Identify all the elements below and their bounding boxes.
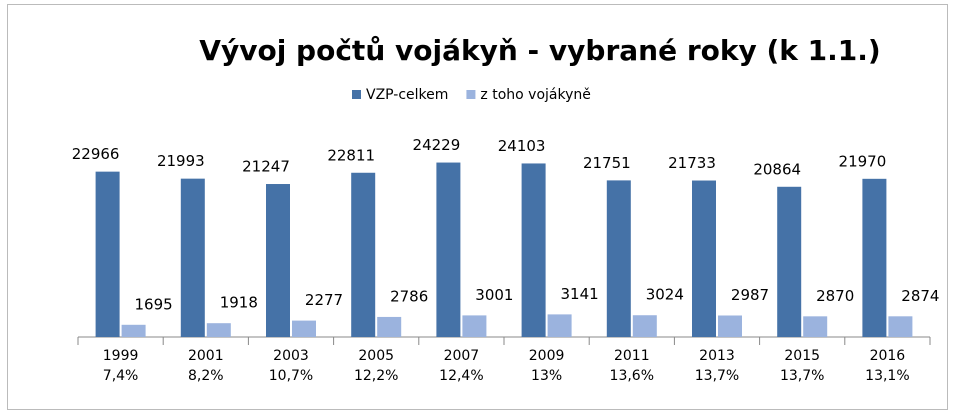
data-label: 3141 bbox=[561, 285, 599, 303]
bar bbox=[521, 163, 546, 337]
x-tick-label: 2005 bbox=[358, 348, 394, 364]
bar bbox=[692, 180, 716, 337]
data-label: 3001 bbox=[475, 286, 513, 304]
data-label: 21751 bbox=[583, 154, 631, 172]
x-tick-label: 2011 bbox=[614, 348, 650, 364]
data-label: 2277 bbox=[305, 291, 343, 309]
data-label: 22966 bbox=[72, 145, 120, 163]
data-label: 24103 bbox=[498, 137, 546, 155]
legend-label: VZP-celkem bbox=[366, 87, 448, 103]
data-label: 21993 bbox=[157, 152, 205, 170]
data-label: 20864 bbox=[753, 160, 801, 178]
data-label: 24229 bbox=[413, 136, 461, 154]
x-tick-label: 2003 bbox=[273, 348, 309, 364]
bar bbox=[862, 178, 887, 337]
x-tick-label: 2015 bbox=[784, 348, 820, 364]
data-label: 2874 bbox=[901, 287, 939, 305]
x-tick-note: 7,4% bbox=[103, 368, 139, 384]
bar bbox=[803, 316, 828, 337]
x-tick-note: 13% bbox=[531, 368, 562, 384]
bar bbox=[95, 171, 120, 337]
chart-title: Vývoj počtů vojákyň - vybrané roky (k 1.… bbox=[199, 34, 880, 67]
bar bbox=[632, 315, 657, 337]
x-tick-note: 13,1% bbox=[865, 368, 909, 384]
bar bbox=[377, 316, 402, 337]
legend-swatch bbox=[352, 90, 361, 99]
data-label: 1695 bbox=[135, 295, 173, 313]
x-tick-note: 8,2% bbox=[188, 368, 224, 384]
bar bbox=[206, 323, 231, 337]
x-tick-label: 2016 bbox=[870, 348, 906, 364]
bar bbox=[547, 314, 572, 337]
x-tick-label: 2007 bbox=[444, 348, 480, 364]
bar bbox=[606, 180, 631, 337]
x-tick-note: 12,4% bbox=[439, 368, 483, 384]
bar bbox=[180, 178, 205, 337]
bar bbox=[351, 172, 376, 337]
x-tick-label: 2001 bbox=[188, 348, 224, 364]
data-label: 21970 bbox=[839, 152, 887, 170]
bar bbox=[121, 324, 146, 337]
data-label: 2870 bbox=[816, 287, 854, 305]
x-tick-label: 2009 bbox=[529, 348, 565, 364]
x-tick-note: 12,2% bbox=[354, 368, 398, 384]
data-label: 21247 bbox=[242, 158, 290, 176]
data-label: 2987 bbox=[731, 286, 769, 304]
x-tick-note: 13,6% bbox=[610, 368, 654, 384]
legend-swatch bbox=[466, 90, 476, 99]
bar bbox=[292, 320, 316, 337]
bar bbox=[462, 315, 487, 337]
data-label: 21733 bbox=[668, 154, 716, 172]
legend-label: z toho vojákyně bbox=[480, 87, 590, 103]
bar bbox=[436, 162, 461, 337]
bar bbox=[777, 186, 802, 337]
x-tick-note: 13,7% bbox=[695, 368, 739, 384]
x-tick-label: 1999 bbox=[103, 348, 139, 364]
bar bbox=[888, 316, 913, 337]
data-label: 3024 bbox=[646, 286, 684, 304]
data-label: 1918 bbox=[220, 294, 258, 312]
x-tick-note: 13,7% bbox=[780, 368, 824, 384]
bar bbox=[718, 315, 742, 337]
bar bbox=[266, 184, 290, 337]
data-label: 22811 bbox=[327, 146, 375, 164]
x-tick-label: 2013 bbox=[699, 348, 735, 364]
x-tick-note: 10,7% bbox=[269, 368, 313, 384]
data-label: 2786 bbox=[390, 287, 428, 305]
